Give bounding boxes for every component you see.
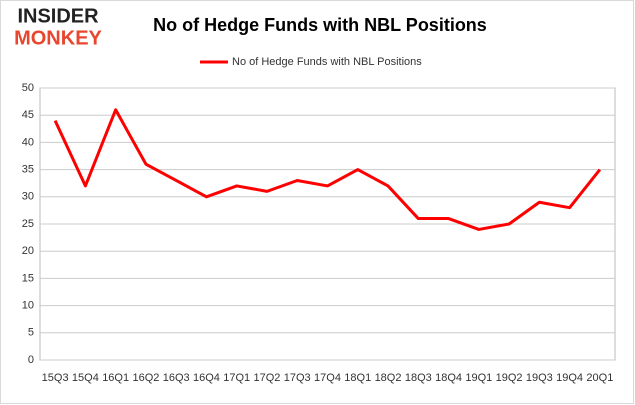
x-tick-label: 16Q4 bbox=[193, 372, 220, 384]
y-tick-label: 15 bbox=[22, 272, 34, 284]
x-tick-label: 15Q4 bbox=[72, 372, 99, 384]
chart-title: No of Hedge Funds with NBL Positions bbox=[153, 15, 487, 35]
x-tick-label: 20Q1 bbox=[586, 372, 613, 384]
y-tick-label: 0 bbox=[28, 354, 34, 366]
x-tick-label: 19Q4 bbox=[556, 372, 583, 384]
x-tick-label: 16Q1 bbox=[102, 372, 129, 384]
x-tick-label: 18Q4 bbox=[435, 372, 462, 384]
y-tick-label: 50 bbox=[22, 82, 34, 94]
data-line bbox=[53, 108, 602, 231]
x-tick-label: 16Q3 bbox=[163, 372, 190, 384]
x-tick-label: 17Q3 bbox=[284, 372, 311, 384]
x-tick-label: 17Q1 bbox=[223, 372, 250, 384]
y-tick-label: 10 bbox=[22, 300, 34, 312]
y-tick-label: 25 bbox=[22, 218, 34, 230]
x-tick-label: 18Q3 bbox=[405, 372, 432, 384]
y-tick-label: 35 bbox=[22, 164, 34, 176]
x-tick-label: 16Q2 bbox=[132, 372, 159, 384]
logo-line1: INSIDER bbox=[17, 5, 99, 27]
x-tick-label: 18Q1 bbox=[344, 372, 371, 384]
x-tick-label: 19Q3 bbox=[526, 372, 553, 384]
x-tick-label: 18Q2 bbox=[375, 372, 402, 384]
x-tick-label: 15Q3 bbox=[42, 372, 69, 384]
y-tick-label: 5 bbox=[28, 327, 34, 339]
y-tick-label: 30 bbox=[22, 191, 34, 203]
y-tick-label: 45 bbox=[22, 109, 34, 121]
y-tick-label: 40 bbox=[22, 136, 34, 148]
y-tick-label: 20 bbox=[22, 245, 34, 257]
legend-label: No of Hedge Funds with NBL Positions bbox=[232, 56, 422, 68]
x-tick-label: 17Q2 bbox=[254, 372, 281, 384]
x-tick-label: 17Q4 bbox=[314, 372, 341, 384]
logo-line2: MONKEY bbox=[14, 27, 102, 49]
x-tick-label: 19Q2 bbox=[496, 372, 523, 384]
x-tick-label: 19Q1 bbox=[465, 372, 492, 384]
